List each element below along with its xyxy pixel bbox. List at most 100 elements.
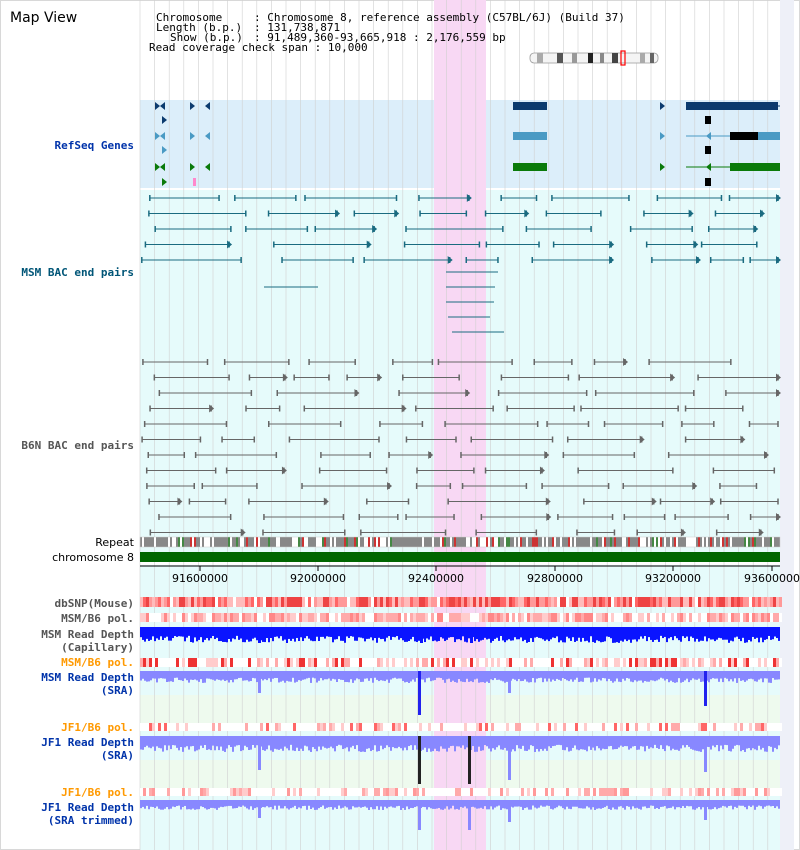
repeat-segment — [650, 537, 652, 547]
polymorphism-cell — [443, 723, 446, 731]
depth-bar — [516, 736, 518, 746]
depth-bar — [370, 800, 372, 808]
polymorphism-cell — [242, 723, 245, 731]
polymorphism-cell — [524, 788, 527, 796]
polymorphism-cell — [530, 788, 533, 796]
track-label-b6n-bac-end-pairs[interactable]: B6N BAC end pairs — [21, 439, 134, 452]
depth-bar — [342, 736, 344, 750]
depth-bar — [396, 627, 398, 637]
polymorphism-cell — [563, 788, 566, 796]
depth-bar — [620, 736, 622, 746]
depth-bar — [486, 627, 488, 640]
polymorphism-cell — [257, 723, 260, 731]
track-label-jf1-b6-pol-1[interactable]: JF1/B6 pol. — [61, 721, 134, 734]
polymorphism-cell — [374, 658, 377, 667]
track-label-repeat[interactable]: Repeat — [95, 536, 134, 549]
polymorphism-cell — [200, 658, 203, 667]
repeat-segment — [180, 537, 182, 547]
polymorphism-cell — [365, 723, 368, 731]
depth-bar — [584, 736, 586, 750]
polymorphism-cell — [779, 597, 782, 607]
polymorphism-cell — [677, 613, 680, 622]
depth-bar — [556, 627, 558, 637]
track-label-msm-read-depth-capillary[interactable]: MSM Read Depth (Capillary) — [41, 628, 134, 654]
depth-bar — [522, 736, 524, 746]
polymorphism-cell — [620, 613, 623, 622]
depth-bar — [590, 671, 592, 683]
bac-arrow — [546, 513, 552, 521]
depth-bar — [350, 736, 352, 748]
repeat-segment — [250, 537, 252, 547]
track-label-jf1-read-depth-trimmed[interactable]: JF1 Read Depth (SRA trimmed) — [41, 801, 134, 827]
bac-arrow — [177, 497, 183, 506]
polymorphism-cell — [716, 658, 719, 667]
track-label-jf1-read-depth-sra[interactable]: JF1 Read Depth (SRA) — [41, 736, 134, 762]
depth-bar — [514, 800, 516, 807]
polymorphism-cell — [326, 597, 329, 607]
depth-bar — [340, 800, 342, 809]
depth-bar — [772, 627, 774, 640]
polymorphism-cell — [566, 597, 569, 607]
polymorphism-cell — [704, 788, 707, 796]
track-label-msm-b6-pol-1[interactable]: MSM/B6 pol. — [61, 612, 134, 625]
depth-bar — [676, 627, 678, 639]
track-label-jf1-b6-pol-2[interactable]: JF1/B6 pol. — [61, 786, 134, 799]
depth-bar — [776, 800, 778, 807]
repeat-segment — [606, 537, 608, 547]
depth-bar — [542, 671, 544, 683]
depth-bar — [384, 736, 386, 748]
polymorphism-cell — [302, 723, 305, 731]
depth-bar — [316, 671, 318, 683]
polymorphism-cell — [170, 788, 173, 796]
polymorphism-cell — [152, 613, 155, 622]
polymorphism-cell — [644, 788, 647, 796]
repeat-segment — [444, 537, 446, 547]
repeat-segment — [496, 537, 498, 547]
polymorphism-cell — [173, 597, 176, 607]
polymorphism-cell — [590, 788, 593, 796]
depth-bar — [540, 627, 542, 639]
polymorphism-cell — [218, 788, 221, 796]
track-label-dbsnp[interactable]: dbSNP(Mouse) — [54, 597, 134, 610]
depth-bar — [424, 800, 426, 808]
depth-bar — [548, 627, 550, 642]
depth-bar — [336, 627, 338, 640]
track-label-msm-b6-pol-2[interactable]: MSM/B6 pol. — [61, 656, 134, 669]
depth-bar — [254, 736, 256, 748]
depth-bar — [238, 671, 240, 678]
depth-bar — [286, 800, 288, 809]
track-label-msm-read-depth-sra[interactable]: MSM Read Depth (SRA) — [41, 671, 134, 697]
depth-bar — [708, 627, 710, 639]
polymorphism-cell — [395, 613, 398, 622]
bac-arrow — [539, 466, 545, 475]
polymorphism-cell — [482, 788, 485, 796]
repeat-segment — [746, 537, 748, 547]
depth-bar — [730, 671, 732, 680]
depth-bar — [404, 736, 406, 748]
depth-bar — [218, 800, 220, 808]
polymorphism-cell — [698, 723, 701, 731]
depth-bar — [186, 736, 188, 747]
track-label-refseq-genes[interactable]: RefSeq Genes — [54, 139, 134, 152]
repeat-segment — [362, 537, 364, 547]
depth-bar — [142, 800, 144, 807]
repeat-segment — [770, 537, 772, 547]
gene-arrow — [706, 102, 711, 110]
polymorphism-cell — [608, 723, 611, 731]
polymorphism-cell — [290, 597, 293, 607]
depth-bar — [380, 800, 382, 807]
repeat-segment — [572, 537, 574, 547]
polymorphism-cell — [353, 723, 356, 731]
repeat-segment — [228, 537, 230, 547]
polymorphism-cell — [752, 658, 755, 667]
repeat-segment — [558, 537, 560, 547]
depth-bar — [208, 671, 210, 679]
depth-bar — [634, 736, 636, 746]
depth-bar — [634, 800, 636, 809]
track-label-msm-bac-end-pairs[interactable]: MSM BAC end pairs — [21, 266, 134, 279]
repeat-segment — [550, 537, 552, 547]
depth-bar — [364, 800, 366, 807]
polymorphism-cell — [239, 597, 242, 607]
depth-bar — [256, 627, 258, 641]
